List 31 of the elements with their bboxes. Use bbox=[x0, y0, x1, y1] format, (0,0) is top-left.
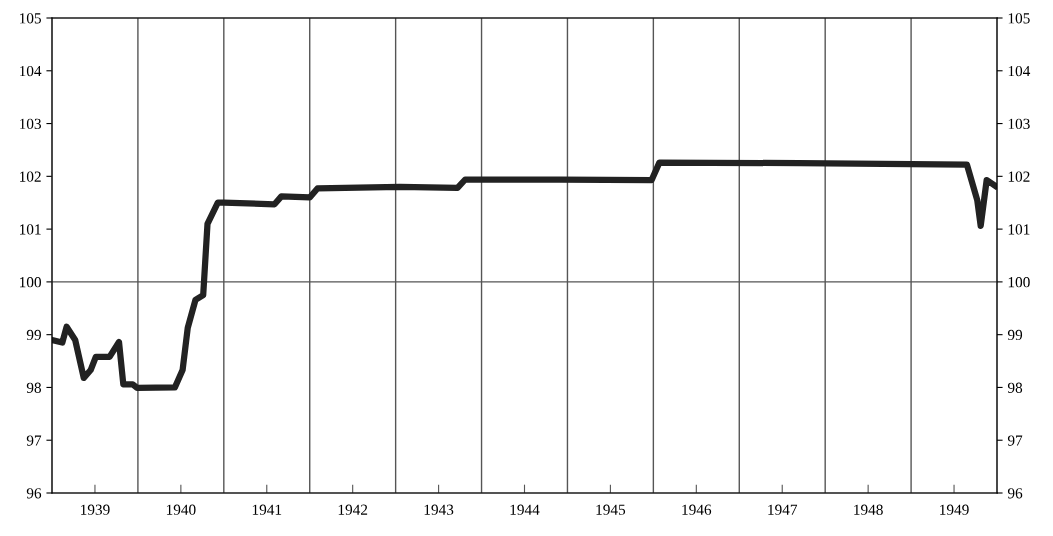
y-tick-label: 97 bbox=[26, 435, 42, 446]
y2-tick-label: 105 bbox=[1008, 13, 1030, 24]
y-tick-label: 105 bbox=[20, 13, 41, 24]
x-tick-label: 1939 bbox=[81, 504, 110, 515]
y2-tick-label: 103 bbox=[1008, 118, 1030, 130]
x-tick-label: 1945 bbox=[596, 504, 626, 515]
y2-tick-label: 102 bbox=[1008, 171, 1030, 182]
y-tick-label: 96 bbox=[26, 488, 42, 499]
y-tick-label: 104 bbox=[20, 65, 42, 77]
y-tick-label: 103 bbox=[20, 118, 41, 130]
x-tick-label: 1943 bbox=[424, 504, 454, 515]
x-tick-label: 1942 bbox=[338, 504, 368, 515]
y-tick-label: 99 bbox=[26, 329, 41, 341]
x-tick-label: 1949 bbox=[940, 504, 969, 515]
y2-tick-label: 99 bbox=[1007, 329, 1023, 341]
y2-tick-label: 100 bbox=[1008, 277, 1030, 288]
y2-tick-label: 97 bbox=[1007, 435, 1023, 446]
y2-tick-label: 96 bbox=[1007, 488, 1023, 499]
x-tick-label: 1946 bbox=[682, 504, 712, 515]
y-tick-label: 98 bbox=[26, 382, 41, 393]
y-tick-label: 100 bbox=[20, 277, 41, 288]
x-tick-label: 1941 bbox=[252, 504, 282, 515]
y-tick-label: 102 bbox=[20, 171, 41, 182]
x-tick-label: 1940 bbox=[166, 504, 196, 515]
y-tick-label: 101 bbox=[20, 224, 41, 235]
y2-tick-label: 98 bbox=[1007, 382, 1023, 393]
y2-tick-label: 101 bbox=[1008, 224, 1030, 235]
y2-tick-label: 104 bbox=[1008, 65, 1031, 77]
x-tick-label: 1948 bbox=[854, 504, 883, 515]
x-tick-label: 1947 bbox=[768, 504, 798, 515]
x-tick-label: 1944 bbox=[510, 504, 540, 515]
